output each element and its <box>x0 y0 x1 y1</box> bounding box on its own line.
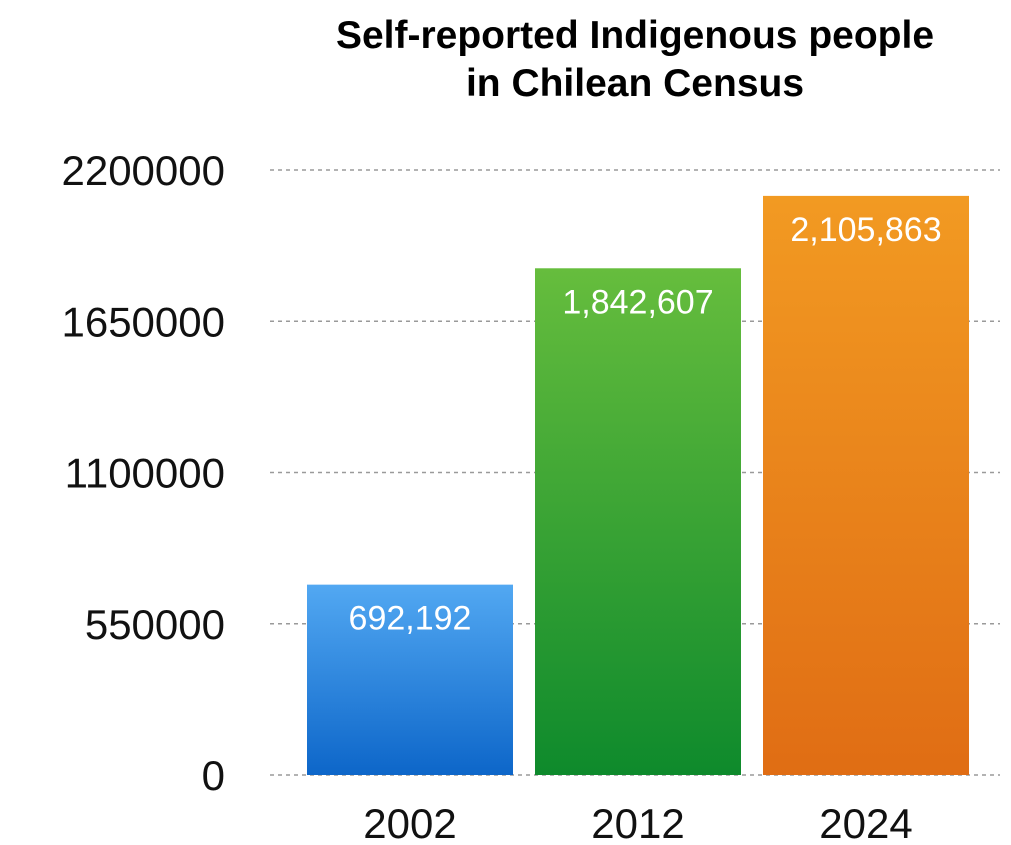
y-axis-ticks: 0 550000 1100000 1650000 2200000 <box>61 147 225 799</box>
y-tick-label-2: 1100000 <box>65 450 225 497</box>
y-tick-label-0: 0 <box>202 752 225 799</box>
data-label-2024: 2,105,863 <box>790 211 941 249</box>
chart-title: Self-reported Indigenous people in Chile… <box>270 12 1000 108</box>
data-labels: 692,192 1,842,607 2,105,863 <box>349 211 942 638</box>
y-tick-label-1: 550000 <box>85 601 225 648</box>
bar-2002 <box>307 584 513 775</box>
x-tick-label-2024: 2024 <box>819 800 912 845</box>
bar-2012 <box>535 268 741 775</box>
data-label-2002: 692,192 <box>349 600 472 638</box>
x-tick-label-2002: 2002 <box>363 800 456 845</box>
chart-title-line-1: Self-reported Indigenous people <box>335 14 935 57</box>
x-tick-label-2012: 2012 <box>591 800 684 845</box>
bar-2024 <box>763 195 969 775</box>
chart-title-line-2: in Chilean Census <box>465 62 805 105</box>
x-axis-ticks: 2002 2012 2024 <box>363 800 912 845</box>
y-tick-label-3: 1650000 <box>61 298 225 345</box>
bars <box>307 195 969 775</box>
y-tick-label-4: 2200000 <box>61 147 225 194</box>
data-label-2012: 1,842,607 <box>562 283 713 321</box>
